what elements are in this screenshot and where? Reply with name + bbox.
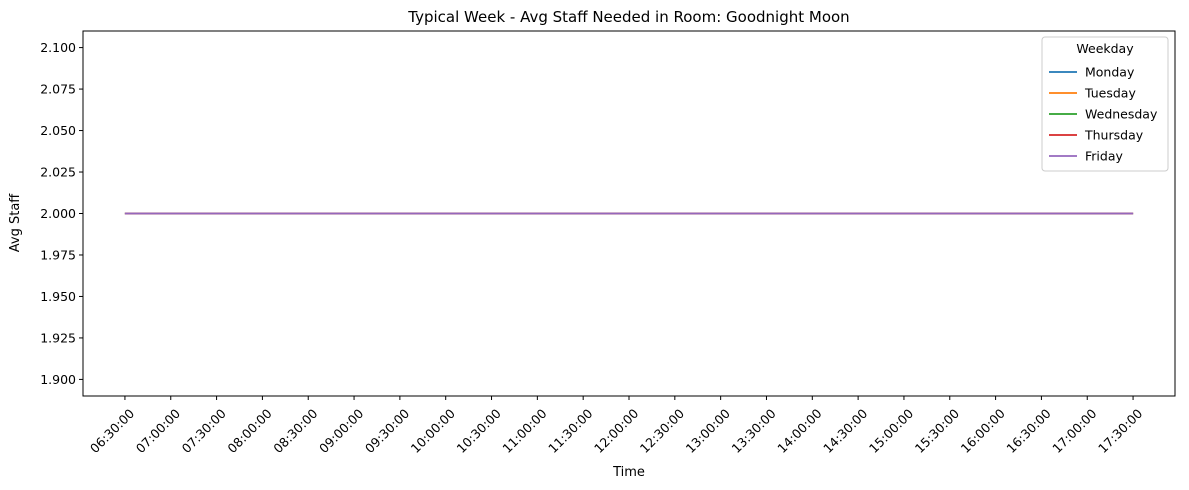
legend-title: Weekday (1076, 41, 1134, 56)
y-tick-label: 2.025 (40, 165, 76, 180)
chart-title: Typical Week - Avg Staff Needed in Room:… (407, 8, 849, 26)
y-tick-label: 2.000 (40, 206, 76, 221)
legend-entry: Wednesday (1085, 107, 1158, 122)
y-tick-label: 2.075 (40, 82, 76, 97)
x-tick-label: 09:30:00 (362, 406, 412, 456)
x-tick-label: 11:30:00 (545, 406, 595, 456)
x-tick-label: 09:00:00 (316, 406, 366, 456)
x-tick-label: 10:00:00 (408, 406, 458, 456)
y-tick-label: 1.925 (40, 330, 76, 345)
x-tick-label: 15:00:00 (866, 406, 916, 456)
x-tick-label: 08:30:00 (270, 406, 320, 456)
legend-entry: Tuesday (1084, 86, 1136, 101)
x-tick-label: 12:00:00 (591, 406, 641, 456)
y-tick-label: 1.950 (40, 289, 76, 304)
legend: Weekday Monday Tuesday Wednesday Thursday Fri… (1041, 36, 1169, 172)
x-tick-label: 15:30:00 (912, 406, 962, 456)
x-tick-label: 11:00:00 (499, 406, 549, 456)
x-tick-label: 13:00:00 (683, 406, 733, 456)
x-tick-label: 06:30:00 (87, 406, 137, 456)
plot-area: 1.900 1.925 1.950 1.975 2.000 2.025 2.050 2.075… (40, 30, 1176, 456)
y-tick-label: 1.975 (40, 247, 76, 262)
x-tick-label: 08:00:00 (224, 406, 274, 456)
y-tick-label: 2.050 (40, 123, 76, 138)
legend-entry: Thursday (1084, 128, 1144, 143)
x-tick-label: 07:00:00 (133, 406, 183, 456)
x-tick-label: 17:30:00 (1095, 406, 1145, 456)
x-tick-label: 07:30:00 (179, 406, 229, 456)
legend-entry: Friday (1085, 149, 1123, 164)
y-tick-label: 1.900 (40, 372, 76, 387)
x-tick-label: 10:30:00 (454, 406, 504, 456)
x-tick-label: 14:30:00 (820, 406, 870, 456)
x-tick-label: 12:30:00 (637, 406, 687, 456)
x-tick-label: 13:30:00 (728, 406, 778, 456)
legend-entry: Monday (1085, 65, 1135, 80)
y-axis-label: Avg Staff (8, 193, 23, 253)
x-tick-label: 16:00:00 (958, 406, 1008, 456)
x-tick-label: 17:00:00 (1049, 406, 1099, 456)
x-tick-label: 14:00:00 (774, 406, 824, 456)
x-tick-label: 16:30:00 (1003, 406, 1053, 456)
x-axis-label: Time (612, 465, 645, 480)
y-tick-label: 2.100 (40, 40, 76, 55)
legend-box (1041, 36, 1169, 172)
